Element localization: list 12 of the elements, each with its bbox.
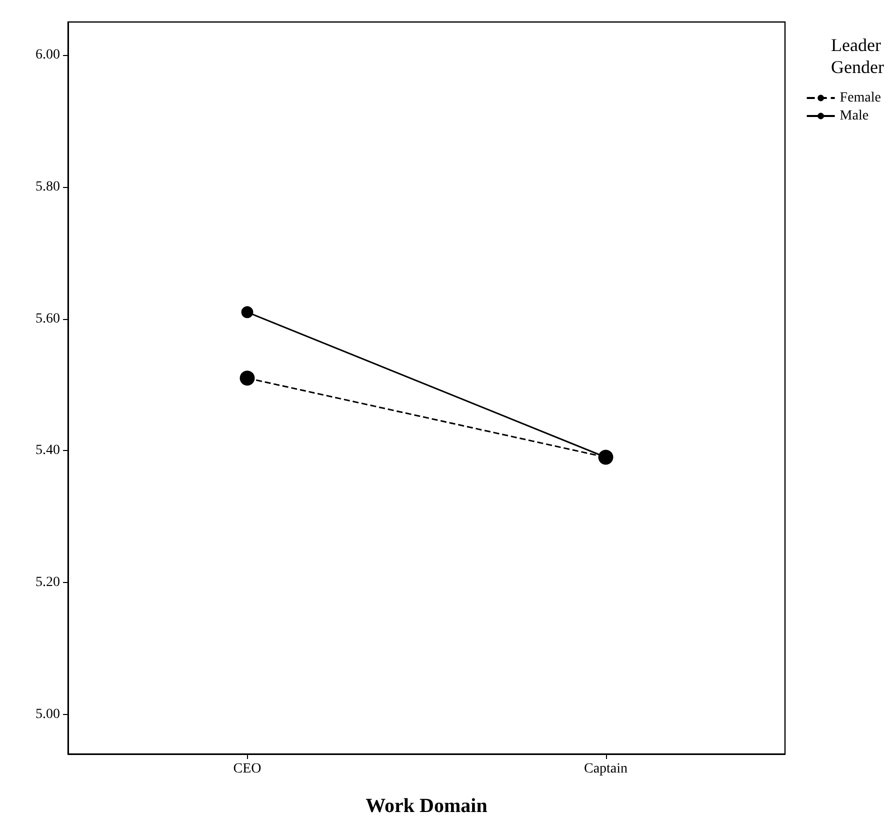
y-tick-label: 6.00 [36,47,60,62]
legend-label: Male [840,108,869,124]
legend-title: Leader Gender [831,35,884,77]
y-tick-label: 5.40 [36,443,60,458]
y-tick-label: 5.20 [36,575,60,590]
legend-label: Female [840,90,882,106]
x-axis-title: Work Domain [366,795,488,817]
y-tick-label: 5.00 [36,706,60,722]
y-tick-label: 5.60 [36,311,60,326]
x-tick-label: Captain [584,762,628,776]
y-tick-label: 5.80 [36,179,60,194]
x-tick-label: CEO [233,762,262,776]
